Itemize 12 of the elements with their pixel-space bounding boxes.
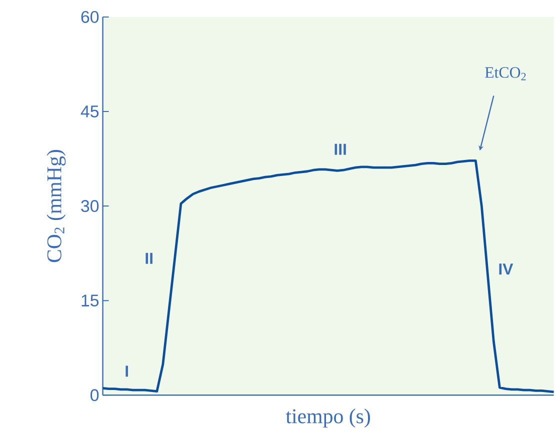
x-axis-title: tiempo (s)	[286, 408, 370, 428]
y-tick-label: 60	[81, 10, 99, 23]
y-tick-label: 15	[82, 294, 99, 306]
y-tick-label: 0	[90, 389, 99, 402]
y-tick-label: 45	[80, 106, 99, 118]
annotation: EtCO$_{2}$	[485, 67, 526, 80]
annotation: III	[334, 144, 346, 155]
annotation: I	[126, 366, 128, 377]
y-axis-title: CO$_{2}$ (mmHg)	[46, 150, 66, 262]
annotation: II	[146, 252, 152, 264]
annotation: IV	[499, 264, 514, 275]
y-tick-label: 30	[81, 200, 99, 212]
